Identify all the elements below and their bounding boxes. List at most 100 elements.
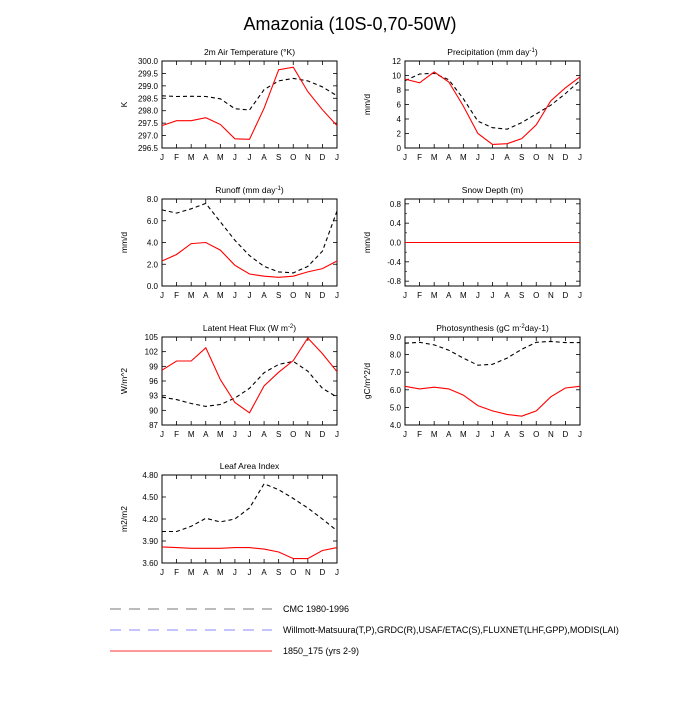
x-tick-label: J [335, 568, 339, 577]
panel-1: 2m Air Temperature (°K) K 296.5 297.0 297.5 2… [119, 47, 339, 162]
x-tick-label: A [261, 430, 267, 439]
x-tick-label: M [188, 568, 195, 577]
x-tick-label: J [335, 153, 339, 162]
x-tick-label: A [504, 430, 510, 439]
x-tick-label: N [548, 153, 554, 162]
x-tick-label: M [431, 153, 438, 162]
x-tick-label: D [320, 291, 326, 300]
y-tick-label: 8.0 [390, 351, 402, 360]
x-tick-label: J [578, 430, 582, 439]
y-tick-label: 3.90 [142, 537, 158, 546]
y-tick-label: 105 [145, 333, 159, 342]
panel-3: Runoff (mm day-1)mm/d0.02.04.06.08.0J F M A… [119, 185, 339, 300]
x-tick-label: J [248, 568, 252, 577]
x-tick-label: S [276, 291, 281, 300]
y-tick-label: 0 [397, 144, 402, 153]
y-tick-label: 6.0 [390, 386, 402, 395]
x-tick-label: A [203, 430, 209, 439]
y-axis-label: gC/m^2/d [362, 363, 372, 399]
x-tick-label: M [431, 291, 438, 300]
x-tick-label: M [217, 430, 224, 439]
x-tick-label: O [290, 291, 296, 300]
series-line-2 [161, 546, 338, 560]
x-tick-label: F [417, 291, 422, 300]
series-line-2 [161, 66, 338, 140]
x-tick-label: M [431, 430, 438, 439]
y-tick-label: 296.5 [138, 144, 159, 153]
x-tick-label: N [305, 153, 311, 162]
x-tick-label: N [548, 291, 554, 300]
panel-title: Precipitation (mm day-1) [447, 47, 538, 57]
x-tick-label: N [305, 430, 311, 439]
x-tick-label: J [476, 291, 480, 300]
panel-title: Runoff (mm day-1) [215, 185, 284, 195]
x-tick-label: J [248, 153, 252, 162]
series-line-1 [161, 360, 338, 407]
x-tick-label: M [460, 291, 467, 300]
x-tick-label: J [403, 291, 407, 300]
x-tick-label: F [174, 568, 179, 577]
plot-frame [161, 198, 338, 287]
x-tick-label: J [476, 153, 480, 162]
y-tick-label: 8.0 [147, 195, 159, 204]
y-axis-label: mm/d [362, 232, 372, 254]
x-tick-label: D [320, 430, 326, 439]
y-tick-label: 4.20 [142, 515, 158, 524]
y-tick-label: 12 [392, 57, 401, 66]
y-tick-label: 6 [397, 101, 402, 110]
x-tick-label: S [276, 153, 281, 162]
x-tick-label: N [548, 430, 554, 439]
series-line-1 [162, 483, 338, 533]
y-tick-label: -0.8 [387, 277, 401, 286]
y-tick-label: 297.5 [138, 119, 159, 128]
x-tick-label: A [446, 153, 452, 162]
x-tick-label: M [460, 430, 467, 439]
x-tick-label: J [491, 430, 495, 439]
x-tick-label: J [403, 430, 407, 439]
y-tick-label: 96 [149, 377, 158, 386]
y-tick-label: 2.0 [147, 260, 159, 269]
x-tick-label: F [417, 430, 422, 439]
panel-title: Snow Depth (m) [462, 185, 524, 195]
y-tick-label: 299.0 [138, 82, 159, 91]
x-tick-label: O [533, 153, 539, 162]
x-tick-label: S [519, 153, 524, 162]
panel-title: Leaf Area Index [220, 461, 280, 471]
x-tick-label: J [578, 153, 582, 162]
series-line-1 [404, 340, 580, 366]
y-tick-label: 93 [149, 392, 158, 401]
series-line-1 [404, 72, 581, 130]
x-tick-label: A [261, 568, 267, 577]
legend-label-3: 1850_175 (yrs 2-9) [283, 646, 359, 656]
x-tick-label: M [217, 568, 224, 577]
series-line-1 [161, 202, 338, 274]
x-tick-label: A [446, 291, 452, 300]
y-tick-label: 9.0 [390, 333, 402, 342]
y-axis-label: K [119, 101, 129, 107]
y-axis-label: mm/d [362, 94, 372, 116]
x-tick-label: O [533, 430, 539, 439]
y-tick-label: 3.60 [142, 559, 158, 568]
x-tick-label: O [290, 568, 296, 577]
x-tick-label: J [335, 291, 339, 300]
y-tick-label: 4 [397, 115, 402, 124]
x-tick-label: O [290, 153, 296, 162]
x-tick-label: A [446, 430, 452, 439]
panels: 2m Air Temperature (°K) K 296.5 297.0 297.5 2… [119, 47, 582, 577]
x-tick-label: A [261, 291, 267, 300]
y-tick-label: 6.0 [147, 217, 159, 226]
legend: CMC 1980-1996 Willmott-Matsuura(T,P),GRDC… [110, 604, 619, 656]
y-tick-label: 10 [392, 72, 401, 81]
x-tick-label: D [563, 153, 569, 162]
x-tick-label: M [217, 153, 224, 162]
plot-frame [161, 474, 338, 564]
y-tick-label: 90 [149, 406, 158, 415]
legend-label-1: CMC 1980-1996 [283, 604, 349, 614]
y-tick-label: 298.5 [138, 94, 159, 103]
series-line-2 [404, 71, 581, 145]
plot-frame [404, 336, 581, 426]
x-tick-label: M [188, 430, 195, 439]
y-tick-label: 0.4 [390, 219, 402, 228]
